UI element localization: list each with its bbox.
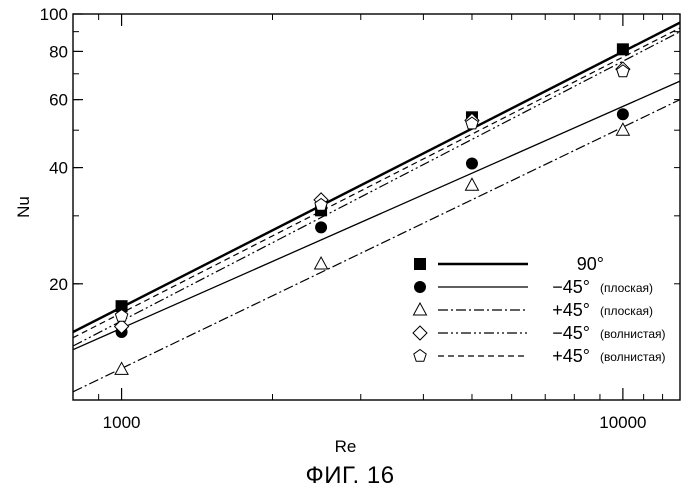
x-axis-label: Re <box>335 437 357 456</box>
x-tick-label: 1000 <box>103 413 141 432</box>
legend-label: 90° <box>577 254 604 274</box>
legend-note: (волнистая) <box>600 327 666 341</box>
legend-marker <box>414 281 426 293</box>
y-tick-label: 40 <box>49 159 68 178</box>
data-point <box>466 157 478 169</box>
chart: 1000 10000 20 40 60 80 100 Re Nu 90° −45° (плоская)… <box>0 0 700 460</box>
series-fit-line <box>73 32 680 346</box>
x-tick-label: 10000 <box>599 413 646 432</box>
data-point <box>115 362 128 374</box>
data-point <box>315 257 328 269</box>
figure-caption: ФИГ. 16 <box>0 462 700 490</box>
data-point <box>315 221 327 233</box>
legend-label: +45° <box>552 300 590 320</box>
legend-label: +45° <box>552 346 590 366</box>
legend-marker <box>413 326 427 340</box>
y-axis-label: Nu <box>14 196 33 218</box>
data-point <box>617 108 629 120</box>
data-point <box>617 43 629 55</box>
legend-label: −45° <box>552 277 590 297</box>
y-tick-label: 60 <box>49 91 68 110</box>
legend-label: −45° <box>552 323 590 343</box>
legend-note: (волнистая) <box>600 350 666 364</box>
y-tick-label: 20 <box>49 275 68 294</box>
y-tick-label: 100 <box>40 5 68 24</box>
legend-marker <box>414 303 427 315</box>
legend-note: (плоская) <box>600 304 653 318</box>
legend-marker <box>414 258 426 270</box>
legend-note: (плоская) <box>600 281 653 295</box>
legend-marker <box>414 350 426 362</box>
data-point <box>465 178 478 190</box>
y-tick-label: 80 <box>49 42 68 61</box>
